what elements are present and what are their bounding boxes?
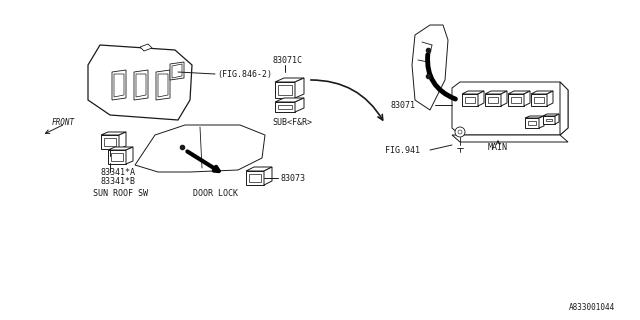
Polygon shape — [555, 114, 559, 124]
Polygon shape — [108, 147, 133, 150]
Polygon shape — [412, 25, 448, 110]
Text: 83073: 83073 — [280, 173, 305, 182]
Polygon shape — [462, 91, 484, 94]
Polygon shape — [246, 167, 272, 171]
Polygon shape — [501, 91, 507, 106]
Polygon shape — [525, 116, 544, 118]
Polygon shape — [249, 174, 261, 182]
Polygon shape — [452, 82, 568, 135]
Polygon shape — [465, 97, 475, 103]
Polygon shape — [88, 45, 192, 120]
Polygon shape — [275, 78, 304, 82]
Polygon shape — [508, 91, 530, 94]
Polygon shape — [539, 116, 544, 128]
Polygon shape — [126, 147, 133, 164]
Polygon shape — [134, 70, 148, 100]
Polygon shape — [485, 91, 507, 94]
Polygon shape — [108, 150, 126, 164]
Circle shape — [458, 130, 462, 134]
Polygon shape — [135, 125, 265, 172]
Polygon shape — [543, 116, 555, 124]
Polygon shape — [275, 82, 295, 98]
Polygon shape — [543, 114, 559, 116]
Polygon shape — [508, 94, 524, 106]
Polygon shape — [275, 98, 304, 102]
Polygon shape — [525, 118, 539, 128]
Text: (FIG.846-2): (FIG.846-2) — [217, 69, 272, 78]
Text: SUB<F&R>: SUB<F&R> — [272, 117, 312, 126]
Text: SUN ROOF SW: SUN ROOF SW — [93, 188, 148, 197]
Text: 83071: 83071 — [390, 100, 415, 109]
Polygon shape — [485, 94, 501, 106]
Text: FRONT: FRONT — [52, 118, 75, 127]
Text: 83071C: 83071C — [272, 55, 302, 65]
Text: DOOR LOCK: DOOR LOCK — [193, 188, 237, 197]
Polygon shape — [295, 78, 304, 98]
Text: FIG.941: FIG.941 — [385, 146, 420, 155]
Polygon shape — [278, 85, 292, 95]
Polygon shape — [158, 74, 168, 97]
Polygon shape — [246, 171, 264, 185]
Polygon shape — [112, 70, 126, 100]
Polygon shape — [111, 153, 123, 161]
Text: 83341*A: 83341*A — [100, 167, 135, 177]
Polygon shape — [104, 138, 116, 146]
Polygon shape — [140, 44, 152, 51]
Text: MAIN: MAIN — [488, 142, 508, 151]
Text: A833001044: A833001044 — [569, 303, 615, 313]
Circle shape — [455, 127, 465, 137]
Polygon shape — [462, 94, 478, 106]
Polygon shape — [452, 135, 568, 142]
Polygon shape — [264, 167, 272, 185]
Polygon shape — [560, 82, 568, 135]
Polygon shape — [172, 64, 182, 78]
Polygon shape — [136, 74, 146, 97]
FancyArrowPatch shape — [428, 55, 456, 99]
Polygon shape — [534, 97, 544, 103]
Polygon shape — [524, 91, 530, 106]
Polygon shape — [101, 132, 126, 135]
Polygon shape — [478, 91, 484, 106]
Polygon shape — [488, 97, 498, 103]
Polygon shape — [119, 132, 126, 149]
Text: 83341*B: 83341*B — [100, 177, 135, 186]
FancyArrowPatch shape — [311, 80, 383, 120]
Polygon shape — [101, 135, 119, 149]
Polygon shape — [531, 91, 553, 94]
Polygon shape — [511, 97, 521, 103]
Polygon shape — [275, 102, 295, 112]
Polygon shape — [528, 121, 536, 125]
Polygon shape — [156, 70, 170, 100]
Polygon shape — [170, 62, 184, 80]
Polygon shape — [531, 94, 547, 106]
Polygon shape — [278, 105, 292, 109]
Polygon shape — [546, 119, 552, 121]
Polygon shape — [114, 74, 124, 97]
Polygon shape — [295, 98, 304, 112]
Polygon shape — [547, 91, 553, 106]
